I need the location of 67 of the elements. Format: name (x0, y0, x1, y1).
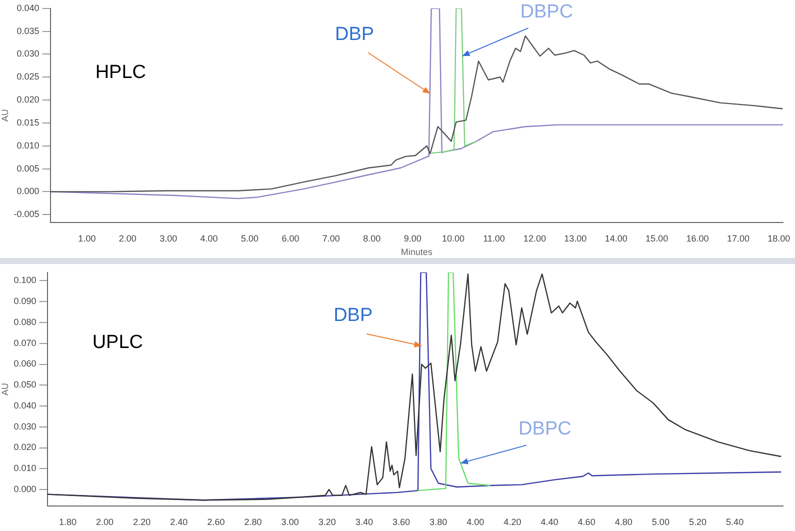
x-tick-label: 7.00 (322, 233, 340, 244)
x-tick-label: 2.60 (207, 517, 225, 528)
x-tick-label: 4.00 (466, 517, 484, 528)
y-tick-label: 0.090 (14, 296, 36, 306)
x-tick-label: 3.00 (281, 517, 299, 528)
x-tick-label: 2.40 (170, 517, 188, 528)
x-tick-label: 17.00 (726, 233, 750, 244)
y-tick-label: 0.035 (16, 26, 40, 36)
x-tick-label: 4.40 (540, 517, 558, 528)
y-axis-title: AU (0, 109, 10, 122)
x-tick-label: 3.00 (160, 233, 178, 244)
x-tick-label: 5.20 (688, 517, 707, 528)
y-tick-label: 0.070 (14, 338, 36, 348)
y-tick-label: 0.030 (14, 421, 36, 432)
x-tick-label: 5.40 (726, 517, 744, 528)
x-tick-label: 16.00 (686, 233, 709, 244)
x-tick-label: 15.00 (646, 233, 668, 244)
x-tick-label: 4.80 (614, 517, 632, 528)
annotation: UPLC (92, 332, 144, 353)
x-tick-label: 1.00 (78, 233, 96, 244)
x-tick-label: 2.00 (96, 517, 114, 528)
y-tick-label: 0.100 (14, 275, 36, 286)
x-tick-label: 3.60 (392, 517, 410, 528)
y-tick-label: 0.025 (16, 72, 40, 82)
x-tick-label: 14.00 (604, 233, 628, 244)
y-tick-label: 0.040 (16, 2, 40, 13)
y-tick-label: 0.020 (16, 94, 40, 105)
y-tick-label: 0.010 (14, 463, 36, 474)
x-tick-label: 13.00 (564, 233, 587, 244)
y-tick-label: 0.060 (14, 358, 36, 369)
y-tick-label: 0.005 (16, 163, 40, 174)
y-tick-label: 0.020 (14, 442, 36, 452)
y-tick-label: 0.080 (14, 316, 36, 327)
x-tick-label: 18.00 (768, 233, 790, 244)
y-tick-label: 0.050 (14, 380, 36, 390)
x-axis-title: Minutes (400, 247, 433, 258)
y-axis-title: AU (0, 383, 10, 396)
x-tick-label: 2.80 (244, 517, 262, 528)
y-tick-label: 0.030 (16, 48, 40, 59)
x-tick-label: 1.80 (58, 517, 76, 528)
x-tick-label: 2.00 (118, 233, 136, 244)
annotation: HPLC (95, 62, 146, 83)
x-tick-label: 12.00 (523, 233, 546, 244)
x-tick-label: 3.40 (355, 517, 373, 528)
y-tick-label: 0.010 (16, 140, 40, 150)
y-tick-label: -0.005 (14, 209, 40, 220)
x-tick-label: 2.20 (133, 517, 151, 528)
annotation: DBPC (518, 418, 572, 440)
x-tick-label: 6.00 (282, 233, 300, 244)
x-tick-label: 3.80 (430, 517, 448, 528)
x-tick-label: 4.00 (200, 233, 218, 244)
x-tick-label: 4.60 (578, 517, 596, 528)
annotation: DBP (335, 24, 374, 45)
x-tick-label: 3.20 (318, 517, 336, 528)
y-tick-label: 0.000 (16, 186, 40, 196)
y-tick-label: 0.015 (16, 117, 40, 128)
x-tick-label: 5.00 (652, 517, 670, 528)
y-tick-label: 0.000 (14, 484, 36, 494)
x-tick-label: 8.00 (363, 233, 381, 244)
x-tick-label: 11.00 (483, 233, 505, 244)
annotation: DBPC (520, 1, 574, 22)
y-tick-label: 0.040 (14, 400, 36, 410)
x-tick-label: 5.00 (241, 233, 259, 244)
annotation: DBP (334, 305, 373, 326)
x-tick-label: 9.00 (404, 233, 422, 244)
x-tick-label: 10.00 (442, 233, 465, 244)
x-tick-label: 4.20 (504, 517, 522, 528)
